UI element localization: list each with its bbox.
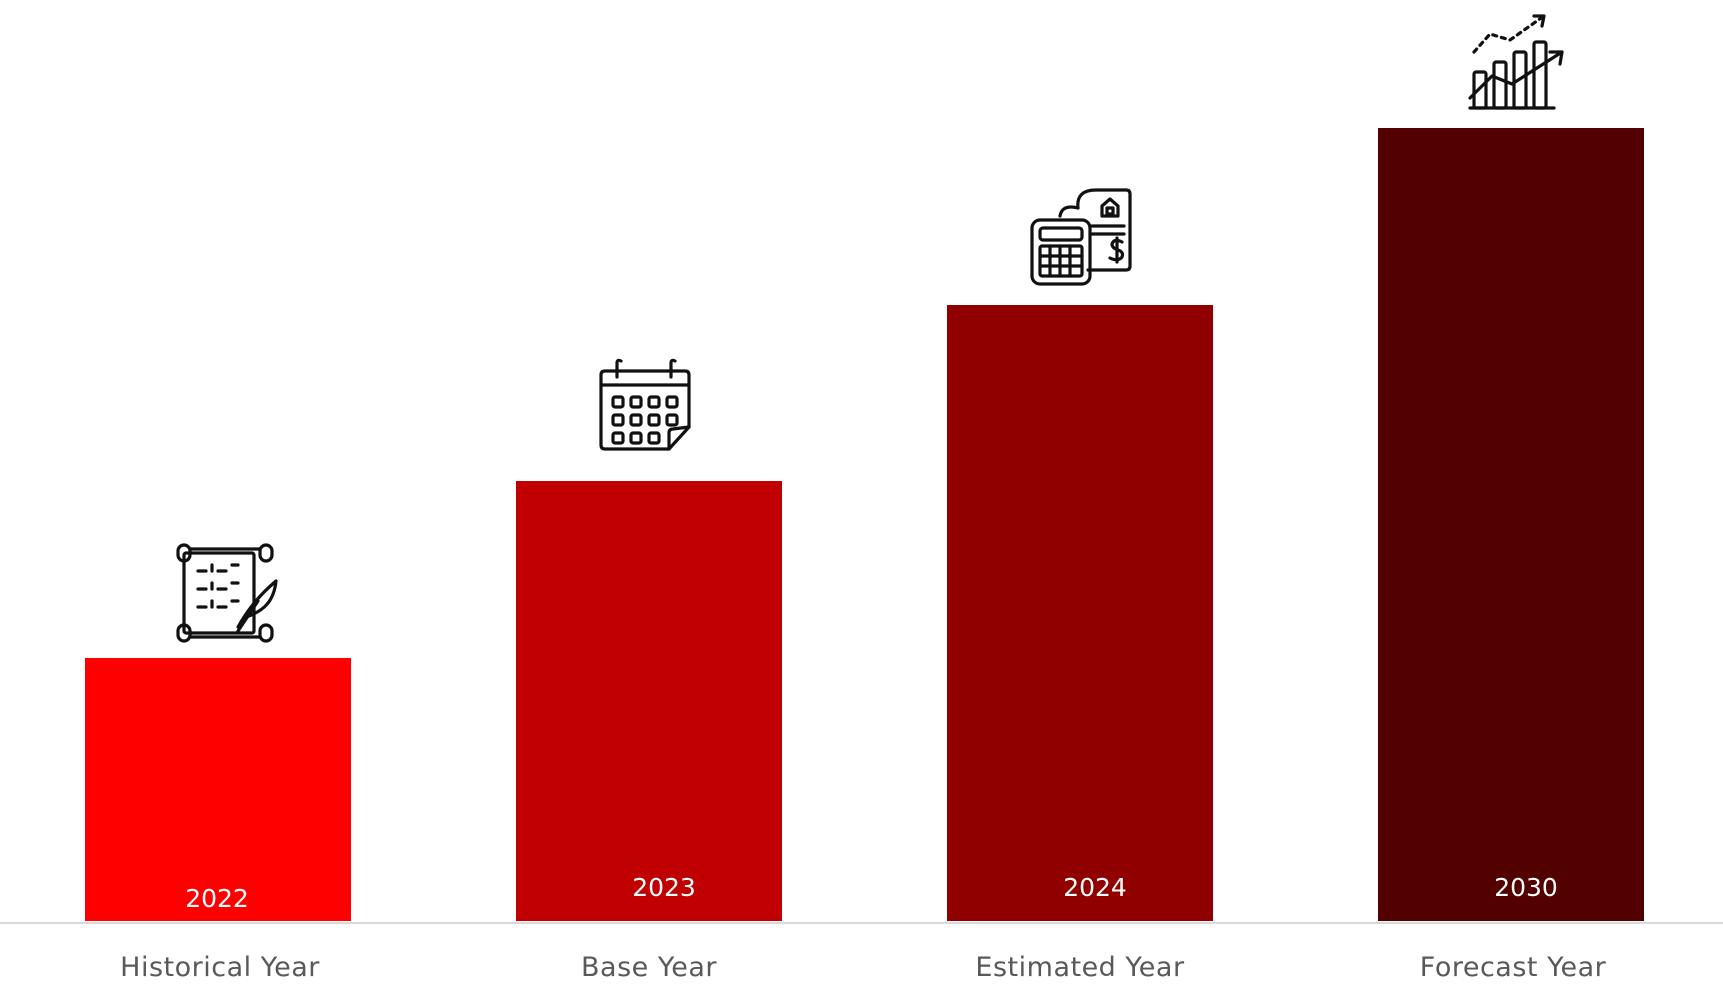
scroll-quill-icon bbox=[176, 543, 278, 643]
category-label: Historical Year bbox=[120, 952, 320, 983]
category-label: Estimated Year bbox=[975, 952, 1185, 983]
growth-chart-icon bbox=[1468, 14, 1564, 110]
bar-4 bbox=[1378, 128, 1644, 921]
calculator-document-icon bbox=[1030, 188, 1132, 286]
bar-2 bbox=[516, 481, 782, 921]
bar-year-label: 2030 bbox=[1494, 873, 1558, 902]
category-label: Forecast Year bbox=[1420, 952, 1607, 983]
icons-group bbox=[176, 14, 1564, 643]
labels-group: 2022 Historical Year 2023 Base Year 2024 Esti… bbox=[120, 873, 1607, 983]
bar-year-label: 2022 bbox=[185, 884, 249, 913]
bar-3 bbox=[947, 305, 1213, 921]
bars-group bbox=[85, 128, 1644, 921]
category-label: Base Year bbox=[581, 952, 717, 983]
bar-1 bbox=[85, 658, 351, 921]
bar-year-label: 2023 bbox=[632, 873, 696, 902]
calendar-icon bbox=[599, 358, 691, 451]
bar-year-label: 2024 bbox=[1063, 873, 1127, 902]
